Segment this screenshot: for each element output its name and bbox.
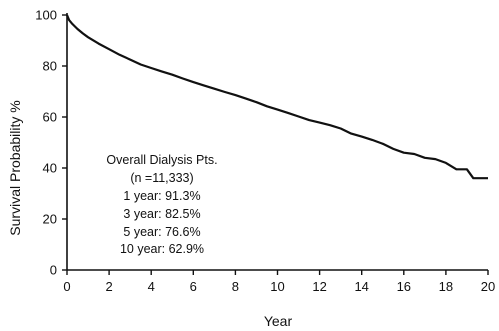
annotation-line: Overall Dialysis Pts. — [106, 153, 217, 167]
annotation-line: 10 year: 62.9% — [120, 242, 204, 256]
x-tick-label: 12 — [312, 279, 326, 294]
x-axis-title: Year — [264, 313, 293, 329]
y-tick-label: 100 — [35, 8, 57, 23]
y-axis-title: Survival Probability % — [7, 100, 23, 235]
y-tick-label: 80 — [43, 59, 57, 74]
y-tick-label: 40 — [43, 161, 57, 176]
annotation-line: (n =11,333) — [130, 171, 193, 185]
x-tick-label: 14 — [354, 279, 368, 294]
annotation-line: 5 year: 76.6% — [123, 225, 200, 239]
x-tick-label: 6 — [190, 279, 197, 294]
x-tick-label: 2 — [105, 279, 112, 294]
annotation-line: 3 year: 82.5% — [123, 207, 200, 221]
stats-annotation: Overall Dialysis Pts. (n =11,333) 1 year… — [106, 153, 217, 256]
x-tick-label: 16 — [397, 279, 411, 294]
x-tick-label: 18 — [439, 279, 453, 294]
y-tick-label: 20 — [43, 212, 57, 227]
ticks: 0 2 4 6 8 10 12 14 16 18 20 0 20 40 60 80 100 — [35, 8, 495, 295]
x-tick-label: 4 — [148, 279, 155, 294]
x-tick-label: 0 — [63, 279, 70, 294]
y-tick-label: 60 — [43, 110, 57, 125]
x-tick-label: 20 — [481, 279, 495, 294]
annotation-line: 1 year: 91.3% — [123, 189, 200, 203]
y-tick-label: 0 — [50, 263, 57, 278]
x-tick-label: 10 — [270, 279, 284, 294]
survival-curve — [65, 14, 488, 180]
x-tick-label: 8 — [232, 279, 239, 294]
